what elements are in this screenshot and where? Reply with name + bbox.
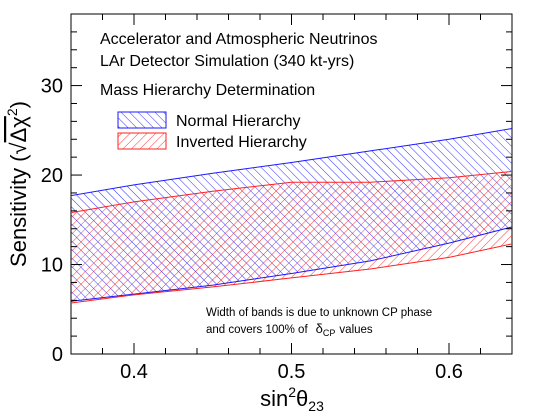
annotation-line-1: Accelerator and Atmospheric Neutrinos [100, 31, 377, 48]
inverted-upper-edge [71, 171, 512, 214]
legend-swatch-inverted [117, 132, 167, 150]
normal-upper-edge [71, 128, 512, 197]
y-tick-label: 0 [52, 344, 63, 366]
legend: Normal Hierarchy Inverted Hierarchy [117, 111, 307, 151]
inverted-lower-edge [71, 243, 512, 304]
x-tick-label: 0.6 [435, 361, 463, 383]
legend-label-normal: Normal Hierarchy [176, 113, 300, 130]
annotation-line-2: LAr Detector Simulation (340 kt-yrs) [100, 53, 354, 70]
note-line-2: and covers 100% of δCP values [206, 321, 373, 338]
y-tick-label: 30 [41, 76, 63, 98]
legend-label-inverted: Inverted Hierarchy [176, 134, 307, 151]
legend-swatch-normal [117, 111, 167, 129]
axis-ticks [70, 13, 513, 355]
note-line-1: Width of bands is due to unknown CP phas… [206, 307, 432, 319]
x-tick-label: 0.4 [120, 361, 148, 383]
y-tick-label: 20 [41, 165, 63, 187]
band-inverted-hierarchy [71, 171, 512, 303]
x-tick-labels: 0.4 0.5 0.6 [120, 361, 463, 383]
annotation-line-3: Mass Hierarchy Determination [100, 82, 315, 99]
normal-lower-edge [71, 226, 512, 302]
x-tick-label: 0.5 [278, 361, 306, 383]
y-tick-labels: 0 10 20 30 [41, 76, 63, 366]
y-axis-title: Sensitivity (√Δχ2) [4, 101, 31, 267]
x-axis-title: sin2θ23 [260, 384, 324, 414]
bands-layer [71, 128, 512, 304]
y-tick-label: 10 [41, 255, 63, 277]
